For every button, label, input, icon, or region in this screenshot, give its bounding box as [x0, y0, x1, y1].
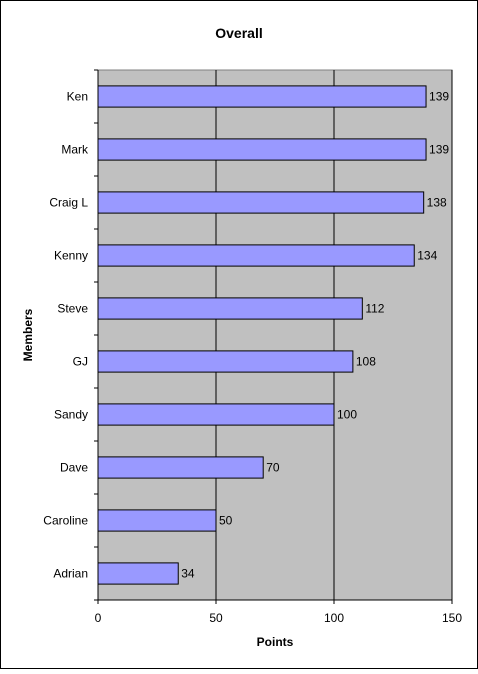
- bar-adrian: [97, 562, 179, 585]
- x-tick-label-50: 50: [209, 611, 223, 625]
- x-tick-label-100: 100: [324, 611, 344, 625]
- category-label-caroline: Caroline: [43, 514, 88, 528]
- bar-sandy: [97, 403, 335, 426]
- bar-mark: [97, 138, 427, 161]
- category-label-ken: Ken: [67, 90, 88, 104]
- bar-steve: [97, 297, 363, 320]
- x-tick-label-150: 150: [442, 611, 462, 625]
- category-label-steve: Steve: [57, 302, 88, 316]
- data-label-ken: 139: [429, 90, 449, 104]
- category-label-sandy: Sandy: [54, 408, 88, 422]
- data-label-gj: 108: [356, 355, 376, 369]
- category-label-kenny: Kenny: [54, 249, 88, 263]
- category-label-craig-l: Craig L: [49, 196, 88, 210]
- data-label-kenny: 134: [417, 249, 437, 263]
- data-label-sandy: 100: [337, 408, 357, 422]
- category-label-gj: GJ: [73, 355, 88, 369]
- axes: Ken Mark Craig L Kenny Steve GJ Sandy Dave Carol…: [43, 69, 462, 625]
- x-tick-label-0: 0: [95, 611, 102, 625]
- y-axis-title: Members: [21, 308, 35, 361]
- category-label-dave: Dave: [60, 461, 88, 475]
- category-label-adrian: Adrian: [53, 567, 88, 581]
- bar-dave: [97, 456, 264, 479]
- bar-craig-l: [97, 191, 425, 214]
- data-label-steve: 112: [365, 302, 384, 316]
- data-label-adrian: 34: [181, 567, 195, 581]
- x-axis-title: Points: [257, 635, 294, 649]
- data-label-craig-l: 138: [427, 196, 447, 210]
- bar-caroline: [97, 509, 217, 532]
- data-label-dave: 70: [266, 461, 280, 475]
- category-label-mark: Mark: [61, 143, 89, 157]
- bar-kenny: [97, 244, 415, 267]
- bar-gj: [97, 350, 354, 373]
- bar-ken: [97, 85, 427, 108]
- data-label-caroline: 50: [219, 514, 233, 528]
- chart-title: Overall: [215, 25, 262, 41]
- data-label-mark: 139: [429, 143, 449, 157]
